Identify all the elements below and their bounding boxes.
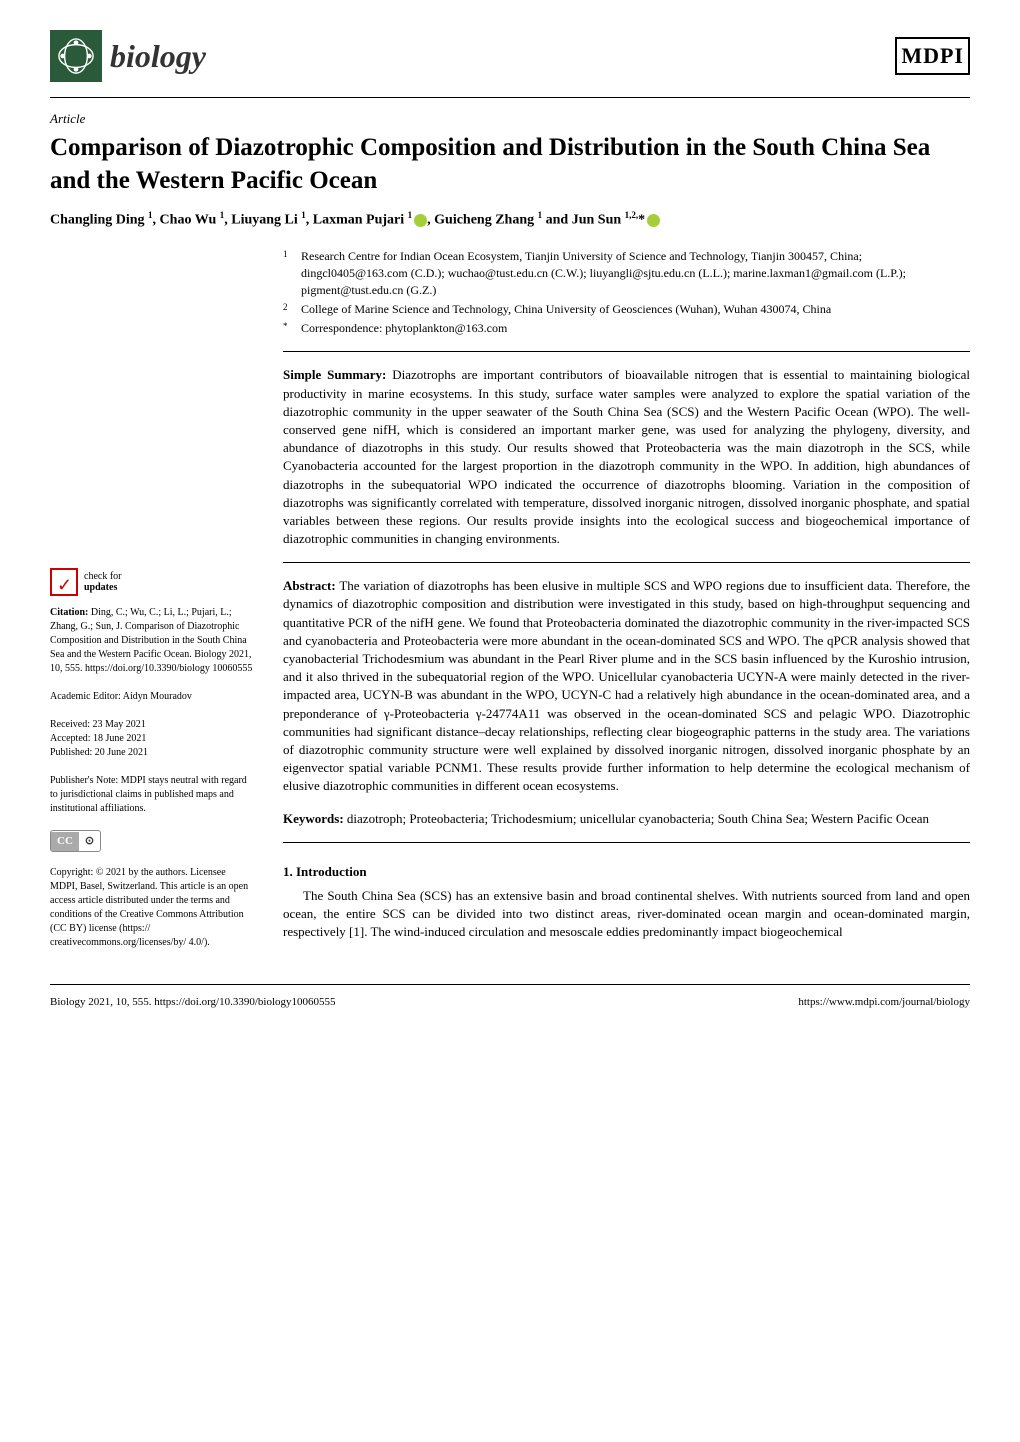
publisher-name: MDPI <box>895 37 970 76</box>
main-column: 1Research Centre for Indian Ocean Ecosys… <box>283 248 970 964</box>
affiliation-1: 1Research Centre for Indian Ocean Ecosys… <box>301 248 970 298</box>
article-type: Article <box>0 98 1020 132</box>
content-wrapper: ✓ check for updates Citation: Ding, C.; … <box>0 248 1020 984</box>
affiliation-2: 2College of Marine Science and Technolog… <box>301 301 970 318</box>
footer-right: https://www.mdpi.com/journal/biology <box>798 995 970 1010</box>
keywords-block: Keywords: diazotroph; Proteobacteria; Tr… <box>283 810 970 843</box>
cc-icon: CC ⊙ <box>50 830 101 852</box>
publisher-logo: MDPI <box>895 37 970 76</box>
publisher-note-label: Publisher's Note: <box>50 775 118 786</box>
biology-icon <box>57 37 95 75</box>
published-date: Published: 20 June 2021 <box>50 746 255 760</box>
journal-logo-icon <box>50 30 102 82</box>
check-updates-text: check for updates <box>84 571 121 593</box>
intro-paragraph: The South China Sea (SCS) has an extensi… <box>283 887 970 942</box>
footer-left: Biology 2021, 10, 555. https://doi.org/1… <box>50 995 336 1010</box>
sidebar-spacer <box>50 248 255 568</box>
dates-block: Received: 23 May 2021 Accepted: 18 June … <box>50 718 255 760</box>
check-updates-icon: ✓ <box>50 568 78 596</box>
journal-name: biology <box>110 34 206 79</box>
section-1-heading: 1. Introduction <box>283 863 970 881</box>
keywords-text: diazotroph; Proteobacteria; Trichodesmiu… <box>347 811 929 826</box>
received-date: Received: 23 May 2021 <box>50 718 255 732</box>
page-header: biology MDPI <box>0 0 1020 97</box>
orcid-icon <box>414 214 427 227</box>
copyright-block: Copyright: © 2021 by the authors. Licens… <box>50 866 255 950</box>
accepted-date: Accepted: 18 June 2021 <box>50 732 255 746</box>
publisher-note-block: Publisher's Note: MDPI stays neutral wit… <box>50 774 255 816</box>
copyright-text: © 2021 by the authors. Licensee MDPI, Ba… <box>50 867 248 948</box>
keywords-heading: Keywords: <box>283 811 344 826</box>
article-title: Comparison of Diazotrophic Composition a… <box>0 132 1020 209</box>
affiliations-block: 1Research Centre for Indian Ocean Ecosys… <box>283 248 970 336</box>
correspondence: *Correspondence: phytoplankton@163.com <box>301 320 970 337</box>
citation-label: Citation: <box>50 607 88 618</box>
copyright-label: Copyright: <box>50 867 93 878</box>
simple-summary-heading: Simple Summary: <box>283 367 386 382</box>
cc-license-badge[interactable]: CC ⊙ <box>50 830 255 852</box>
simple-summary-block: Simple Summary: Diazotrophs are importan… <box>283 351 970 563</box>
editor-block: Academic Editor: Aidyn Mouradov <box>50 690 255 704</box>
abstract-heading: Abstract: <box>283 578 336 593</box>
journal-logo: biology <box>50 30 206 82</box>
simple-summary-text: Diazotrophs are important contributors o… <box>283 367 970 546</box>
article-authors: Changling Ding 1, Chao Wu 1, Liuyang Li … <box>0 209 1020 248</box>
left-sidebar: ✓ check for updates Citation: Ding, C.; … <box>50 248 255 964</box>
citation-block: Citation: Ding, C.; Wu, C.; Li, L.; Puja… <box>50 606 255 676</box>
check-updates-badge[interactable]: ✓ check for updates <box>50 568 255 596</box>
abstract-text: The variation of diazotrophs has been el… <box>283 578 970 793</box>
abstract-block: Abstract: The variation of diazotrophs h… <box>283 577 970 795</box>
orcid-icon <box>647 214 660 227</box>
